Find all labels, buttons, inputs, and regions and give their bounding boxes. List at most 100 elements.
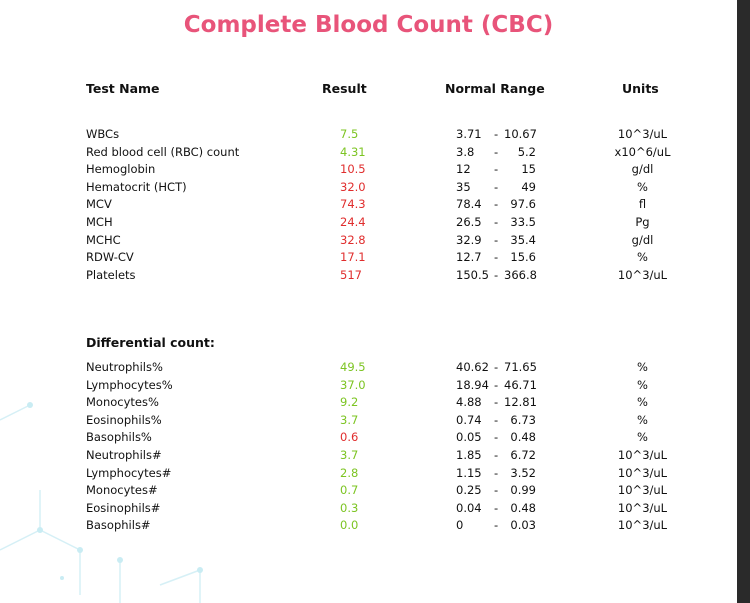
range-low: 1.15 xyxy=(456,465,482,480)
result-value: 4.31 xyxy=(340,144,366,159)
table-row: Basophils# 0.0 0 -0.03 10^3/uL xyxy=(0,518,737,536)
test-name: Basophils% xyxy=(86,430,152,445)
result-value: 9.2 xyxy=(340,395,359,410)
range-dash: - xyxy=(494,232,499,247)
range-low: 0.04 xyxy=(456,500,482,515)
test-name: WBCs xyxy=(86,127,120,141)
range-high: 366.8 xyxy=(504,267,537,282)
result-value: 32.8 xyxy=(340,232,366,247)
range-high: 46.71 xyxy=(504,377,537,392)
result-value: 49.5 xyxy=(340,360,366,374)
range-low: 78.4 xyxy=(456,197,482,212)
table-row: Eosinophils# 0.3 0.04-0.48 10^3/uL xyxy=(0,501,737,519)
differential-title: Differential count: xyxy=(86,335,215,350)
result-value: 37.0 xyxy=(340,377,366,392)
unit-value: 10^3/uL xyxy=(617,127,668,141)
table-row: MCV 74.3 78.4-97.6 fl xyxy=(0,197,737,215)
unit-value: 10^3/uL xyxy=(617,518,668,533)
test-name: Hemoglobin xyxy=(86,162,156,177)
range-high: 3.52 xyxy=(510,465,536,480)
range-high: 6.72 xyxy=(510,448,536,462)
result-value: 0.3 xyxy=(340,500,359,515)
range-dash: - xyxy=(494,267,499,282)
result-value: 2.8 xyxy=(340,465,359,480)
unit-value: fl xyxy=(638,197,647,212)
range-dash: - xyxy=(494,215,499,229)
range-dash: - xyxy=(494,250,499,265)
test-name: Basophils# xyxy=(86,518,151,533)
test-name: Eosinophils# xyxy=(86,500,161,515)
range-low: 150.5 xyxy=(456,267,489,282)
range-dash: - xyxy=(494,360,499,374)
result-value: 517 xyxy=(340,267,362,282)
result-value: 0.0 xyxy=(340,518,359,533)
result-value: 3.7 xyxy=(340,448,359,462)
range-low: 35 xyxy=(456,179,471,194)
table-row: Lymphocytes% 37.0 18.94-46.71% xyxy=(0,378,737,396)
range-low: 0 xyxy=(456,518,464,533)
table-row: WBCs 7.5 3.71-10.67 10^3/uL xyxy=(0,127,737,145)
result-value: 74.3 xyxy=(340,197,366,212)
range-high: 15 xyxy=(521,162,536,177)
range-low: 12 xyxy=(456,162,471,177)
range-dash: - xyxy=(494,412,499,427)
range-high: 0.48 xyxy=(510,500,536,515)
unit-value: % xyxy=(637,250,648,265)
test-name: Monocytes% xyxy=(86,395,159,410)
range-high: 0.03 xyxy=(510,518,536,533)
unit-value: % xyxy=(637,377,648,392)
range-dash: - xyxy=(494,179,499,194)
range-low: 32.9 xyxy=(456,232,482,247)
unit-value: g/dl xyxy=(631,162,654,177)
range-dash: - xyxy=(494,500,499,515)
range-high: 97.6 xyxy=(510,197,536,212)
range-low: 4.88 xyxy=(456,395,482,410)
range-low: 0.25 xyxy=(456,483,482,498)
table-row: Neutrophils% 49.5 40.62-71.65% xyxy=(0,360,737,378)
report-title: Complete Blood Count (CBC) xyxy=(183,12,554,38)
table-row: Lymphocytes# 2.8 1.15-3.52 10^3/uL xyxy=(0,466,737,484)
table-row: Hematocrit (HCT) 32.0 35 - 49% xyxy=(0,180,737,198)
test-name: Red blood cell (RBC) count xyxy=(86,144,240,159)
range-low: 3.71 xyxy=(456,127,482,141)
range-low: 12.7 xyxy=(456,250,482,265)
result-value: 10.5 xyxy=(340,162,366,177)
table-row: Basophils% 0.6 0.05-0.48% xyxy=(0,430,737,448)
result-value: 0.7 xyxy=(340,483,359,498)
range-high: 71.65 xyxy=(504,360,537,374)
result-value: 3.7 xyxy=(340,412,359,427)
unit-value: 10^3/uL xyxy=(617,448,668,462)
range-dash: - xyxy=(494,518,499,533)
range-low: 40.62 xyxy=(456,360,489,374)
range-dash: - xyxy=(494,197,499,212)
range-high: 49 xyxy=(521,179,536,194)
range-low: 3.8 xyxy=(456,144,475,159)
unit-value: % xyxy=(637,360,648,374)
range-low: 26.5 xyxy=(456,215,482,229)
range-high: 10.67 xyxy=(504,127,537,141)
range-high: 35.4 xyxy=(510,232,536,247)
unit-value: 10^3/uL xyxy=(617,500,668,515)
test-name: Lymphocytes# xyxy=(86,465,172,480)
result-value: 32.0 xyxy=(340,179,366,194)
unit-value: x10^6/uL xyxy=(614,144,671,159)
range-high: 5.2 xyxy=(517,144,536,159)
table-row: Eosinophils% 3.7 0.74-6.73% xyxy=(0,413,737,431)
test-name: Hematocrit (HCT) xyxy=(86,179,187,194)
range-dash: - xyxy=(494,483,499,498)
result-value: 24.4 xyxy=(340,215,366,229)
range-low: 0.74 xyxy=(456,412,482,427)
test-name: Platelets xyxy=(86,267,136,282)
table-row: Neutrophils# 3.7 1.85-6.72 10^3/uL xyxy=(0,448,737,466)
unit-value: 10^3/uL xyxy=(617,267,668,282)
test-name: Neutrophils# xyxy=(86,448,162,462)
range-high: 15.6 xyxy=(510,250,536,265)
unit-value: % xyxy=(637,395,648,410)
table-row: Platelets 517 150.5-366.8 10^3/uL xyxy=(0,268,737,286)
unit-value: % xyxy=(637,430,648,445)
unit-value: % xyxy=(637,179,648,194)
result-value: 0.6 xyxy=(340,430,359,445)
test-name: Neutrophils% xyxy=(86,360,163,374)
test-name: Monocytes# xyxy=(86,483,158,498)
